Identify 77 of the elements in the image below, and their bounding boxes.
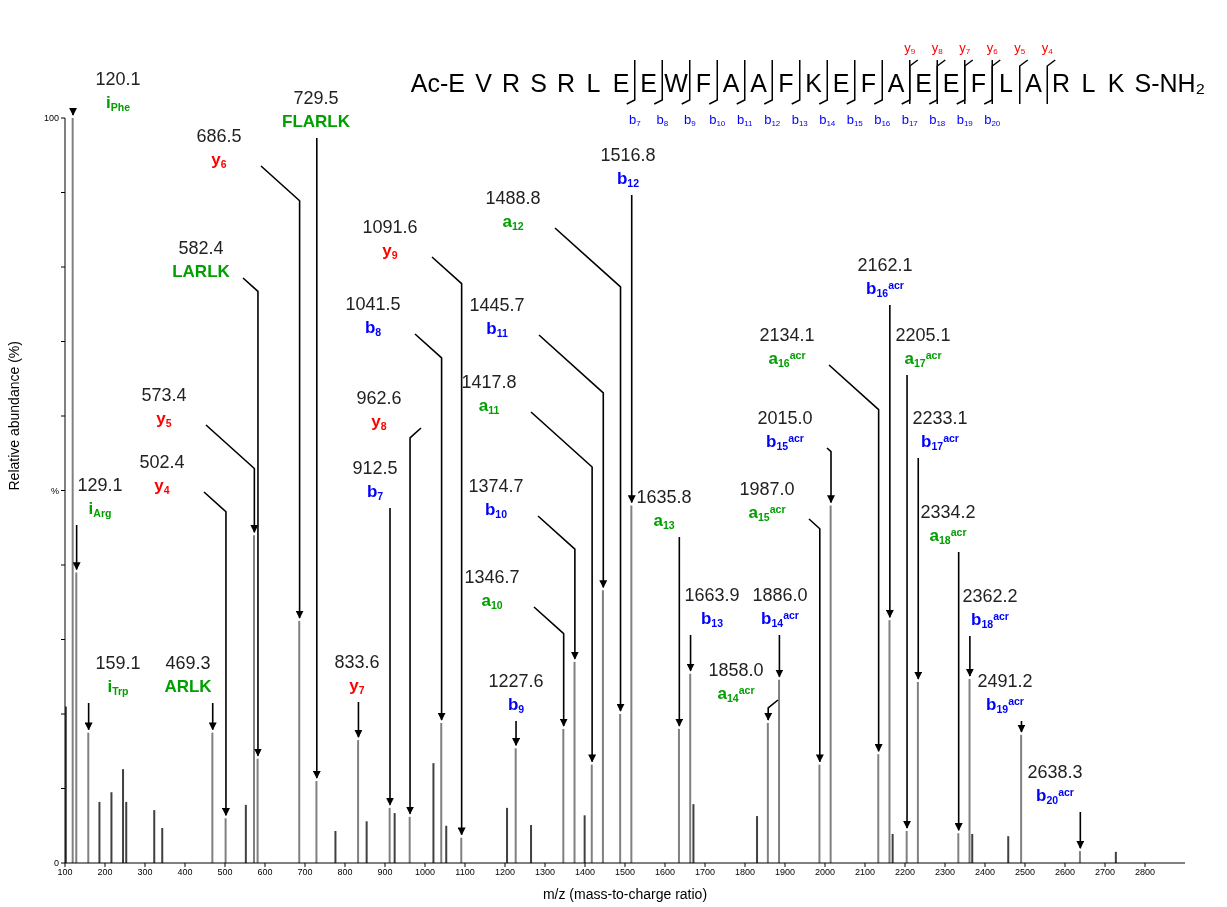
annotation: 1516.8 b$_{12}$ [600, 145, 656, 189]
annotation: 686.5 y$_{6}$ [196, 126, 242, 170]
annotation: b$_{9}$ [683, 112, 697, 128]
annotation: b$_{18}$ [929, 112, 946, 128]
x-tick-label: 100 [57, 867, 73, 878]
x-tick-label: 2400 [974, 867, 996, 878]
text: y$_{5}$ [1014, 40, 1026, 56]
x-tick-label: 700 [297, 867, 313, 878]
x-tick-label: 2000 [814, 867, 836, 878]
x-tick-label: 1600 [654, 867, 676, 878]
annotation: 1663.9 b$_{13}$ [684, 585, 740, 629]
annotation: b$_{20}$ [984, 112, 1001, 128]
x-tick-label: 2800 [1134, 867, 1156, 878]
x-tick-label: 1200 [494, 867, 516, 878]
annotation: 1346.7 a$_{10}$ [464, 567, 520, 611]
y-axis-title: Relative abundance (%) [5, 341, 22, 491]
x-tick-label: 2100 [854, 867, 876, 878]
annotation: b$_{12}$ [764, 112, 781, 128]
x-axis-title: m/z (mass-to-charge ratio) [542, 886, 708, 902]
x-tick-label: 600 [257, 867, 273, 878]
annotation: 912.5 b$_{7}$ [352, 458, 398, 502]
annotation: 729.5 FLARLK [282, 88, 351, 131]
x-tick-label: 500 [217, 867, 233, 878]
x-tick-label: 1000 [414, 867, 436, 878]
annotation: b$_{19}$ [956, 112, 974, 128]
text: y$_{4}$ [1041, 40, 1054, 56]
text: y$_{8}$ [931, 40, 944, 56]
annotation: b$_{16}$ [874, 112, 891, 128]
x-tick-label: 1100 [455, 867, 475, 878]
annotation: 120.1 i$_{Phe}$ [95, 69, 141, 113]
annotation: b$_{17}$ [901, 112, 919, 128]
annotation: 962.6 y$_{8}$ [356, 388, 402, 432]
y-tick-label: % [50, 485, 59, 496]
x-tick-label: 2200 [894, 867, 916, 878]
annotation: 582.4 LARLK [172, 238, 231, 281]
annotation: b$_{10}$ [709, 112, 726, 128]
x-tick-label: 2300 [934, 867, 956, 878]
annotation: 1417.8 a$_{11}$ [461, 372, 517, 416]
annotation: 1635.8 a$_{13}$ [636, 487, 692, 531]
x-tick-label: 1900 [774, 867, 796, 878]
annotation: b$_{7}$ [628, 112, 642, 128]
annotation: b$_{11}$ [736, 112, 754, 128]
annotation: 1374.7 b$_{10}$ [468, 476, 524, 520]
annotation: 1091.6 y$_{9}$ [362, 217, 418, 261]
text: y$_{6}$ [986, 40, 999, 56]
annotation: 1488.8 a$_{12}$ [485, 188, 541, 232]
x-tick-label: 1400 [574, 867, 596, 878]
text: y$_{7}$ [959, 40, 971, 56]
x-tick-label: 2700 [1094, 867, 1116, 878]
chart-title: Ac-E V R S R L E E W F A A F K E F A E E F L A R L K S-NH₂ [410, 69, 1206, 97]
x-tick-label: 800 [337, 867, 353, 878]
annotation: 833.6 y$_{7}$ [334, 652, 380, 696]
annotation: 1041.5 b$_{8}$ [345, 294, 401, 338]
y-tick-label: 100 [43, 113, 59, 124]
annotation: 1445.7 b$_{11}$ [469, 295, 525, 339]
x-tick-label: 1700 [694, 867, 716, 878]
annotation: b$_{13}$ [791, 112, 809, 128]
annotation: 159.1 i$_{Trp}$ [95, 653, 141, 697]
x-tick-label: 300 [137, 867, 153, 878]
x-tick-label: 1800 [734, 867, 756, 878]
y-tick-label: 0 [53, 858, 59, 869]
annotation: b$_{15}$ [846, 112, 864, 128]
annotation: 502.4 y$_{4}$ [139, 452, 185, 496]
x-tick-label: 2600 [1054, 867, 1076, 878]
annotation: 129.1 i$_{Arg}$ [77, 475, 123, 519]
annotation: 469.3 ARLK [164, 653, 213, 696]
text: y$_{9}$ [904, 40, 916, 56]
x-tick-label: 1500 [614, 867, 636, 878]
annotation: b$_{8}$ [656, 112, 669, 128]
x-tick-label: 1300 [534, 867, 556, 878]
annotation: b$_{14}$ [819, 112, 836, 128]
annotation: 573.4 y$_{5}$ [141, 385, 187, 429]
annotation: 1227.6 b$_{9}$ [488, 671, 544, 715]
x-tick-label: 900 [377, 867, 393, 878]
x-tick-label: 2500 [1014, 867, 1036, 878]
x-tick-label: 400 [177, 867, 193, 878]
x-tick-label: 200 [97, 867, 113, 878]
